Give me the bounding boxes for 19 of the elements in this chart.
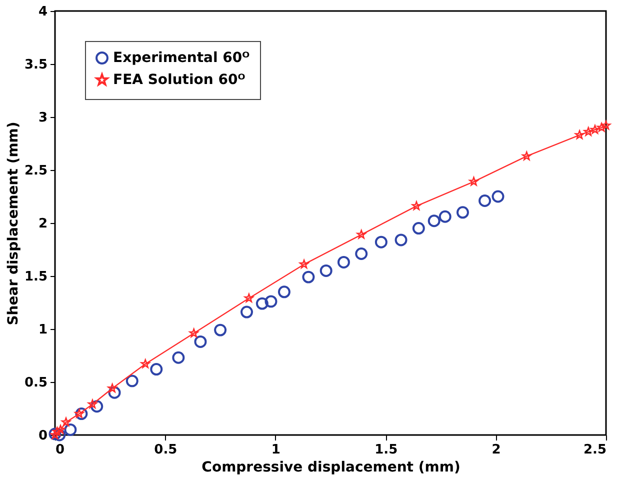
legend-label: Experimental 60ᴼ <box>113 50 250 66</box>
y-tick-label: 1 <box>38 322 48 338</box>
x-axis-title: Compressive displacement (mm) <box>202 460 460 476</box>
x-tick-label: 1 <box>271 442 280 458</box>
x-tick-label: 2 <box>492 442 501 458</box>
x-tick-label: 2.5 <box>583 442 606 458</box>
y-tick-label: 2.5 <box>24 164 48 178</box>
y-tick-label: 2 <box>38 216 48 232</box>
x-tick-label: 1.5 <box>374 442 398 458</box>
y-tick-label: 0.5 <box>24 376 48 390</box>
y-tick-label: 0 <box>38 428 48 444</box>
y-tick-label: 1.5 <box>24 270 48 284</box>
y-tick-label: 3 <box>38 110 48 126</box>
y-tick-label: 3.5 <box>24 58 48 72</box>
x-tick-label: 0 <box>56 442 65 458</box>
x-tick-label: 0.5 <box>154 442 178 458</box>
legend-label: FEA Solution 60ᴼ <box>113 72 246 88</box>
y-tick-label: 4 <box>38 4 48 20</box>
y-axis-title: Shear displacement (mm) <box>5 122 22 326</box>
